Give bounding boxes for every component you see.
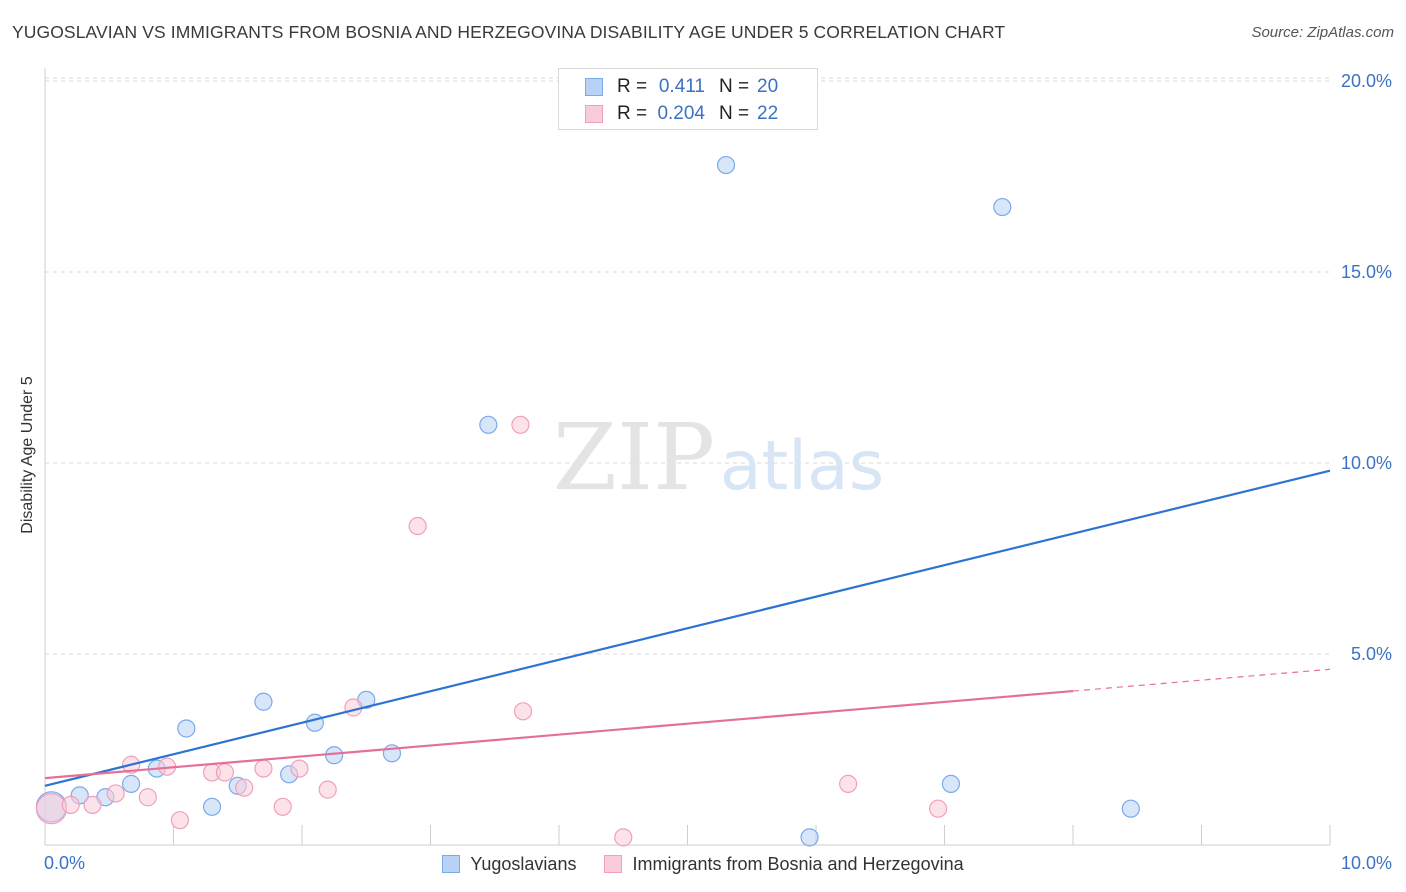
legend-n-value: 20: [757, 76, 779, 97]
point-bosnia-14: [318, 780, 337, 799]
point-yugoslavian-17: [941, 774, 961, 793]
point-yugoslavian-16: [800, 828, 819, 847]
point-bosnia-2: [83, 795, 102, 814]
point-yugoslavian-18: [993, 197, 1012, 217]
grid: [45, 77, 1330, 655]
point-yugoslavian-5: [177, 719, 196, 738]
point-bosnia-10: [235, 778, 254, 797]
point-bosnia-12: [273, 797, 292, 816]
correlation-legend: R = 0.411 N = 20 R = 0.204 N = 22: [558, 68, 818, 130]
series-swatch-blue: [442, 855, 461, 873]
trend-line-yugoslavian: [44, 469, 1331, 787]
point-yugoslavian-3: [121, 774, 141, 793]
legend-r-label: R =: [617, 76, 648, 97]
point-bosnia-16: [408, 516, 427, 536]
point-bosnia-1: [61, 795, 80, 814]
series-legend-bosnia: Immigrants from Bosnia and Herzegovina: [604, 853, 964, 875]
legend-n-label: N =: [719, 76, 750, 97]
point-bosnia-13: [290, 759, 309, 778]
y-tick-label: 5.0%: [1351, 644, 1392, 664]
legend-r-label: R =: [617, 103, 648, 124]
legend-n-value: 22: [757, 103, 779, 124]
chart-title: YUGOSLAVIAN VS IMMIGRANTS FROM BOSNIA AN…: [12, 22, 1006, 42]
point-bosnia-21: [928, 799, 948, 818]
point-yugoslavian-8: [254, 692, 273, 711]
watermark-zip: ZIP: [553, 404, 715, 511]
point-bosnia-3: [106, 784, 125, 803]
point-bosnia-7: [170, 811, 190, 830]
series-swatch-pink: [604, 855, 623, 873]
y-tick-label: 10.0%: [1341, 453, 1392, 473]
legend-swatch-pink: [585, 105, 603, 123]
trend-line-extension-bosnia: [1072, 668, 1331, 692]
series-name: Yugoslavians: [470, 853, 577, 874]
point-yugoslavian-6: [202, 797, 222, 816]
legend-n-label: N =: [719, 103, 750, 124]
point-bosnia-18: [513, 702, 533, 721]
point-yugoslavian-15: [716, 155, 736, 175]
legend-r-value: 0.204: [657, 103, 705, 124]
source-credit: Source: ZipAtlas.com: [1251, 24, 1394, 41]
point-yugoslavian-10: [305, 713, 324, 732]
watermark-atlas: atlas: [720, 427, 884, 506]
legend-row-bosnia: R = 0.204 N = 22: [585, 101, 778, 127]
y-tick-label: 20.0%: [1341, 71, 1392, 91]
point-bosnia-5: [138, 788, 157, 807]
legend-r-value: 0.411: [658, 76, 705, 97]
watermark: ZIP atlas: [553, 404, 884, 511]
tick-labels: 5.0% 10.0% 15.0% 20.0% 0.0% 10.0%: [44, 71, 1392, 873]
point-bosnia-20: [839, 774, 858, 793]
trend-line-bosnia: [44, 689, 1074, 780]
point-bosnia-17: [511, 415, 530, 434]
legend-row-yugoslavians: R = 0.411 N = 20: [585, 74, 778, 100]
point-bosnia-0: [35, 793, 68, 825]
x-tick-label-max: 10.0%: [1341, 853, 1392, 873]
point-bosnia-19: [614, 828, 633, 847]
series-name: Immigrants from Bosnia and Herzegovina: [632, 853, 964, 874]
point-yugoslavian-19: [1121, 799, 1140, 818]
y-tick-label: 15.0%: [1341, 262, 1392, 282]
legend-swatch-blue: [585, 78, 603, 96]
series-legend: Yugoslavians Immigrants from Bosnia and …: [0, 851, 1406, 877]
point-yugoslavian-14: [479, 415, 498, 434]
point-bosnia-15: [344, 698, 363, 717]
series-legend-yugoslavians: Yugoslavians: [442, 854, 576, 875]
point-bosnia-11: [254, 759, 273, 778]
point-bosnia-9: [215, 763, 234, 782]
trend-lines: [44, 469, 1331, 787]
x-tick-label-min: 0.0%: [44, 853, 85, 873]
